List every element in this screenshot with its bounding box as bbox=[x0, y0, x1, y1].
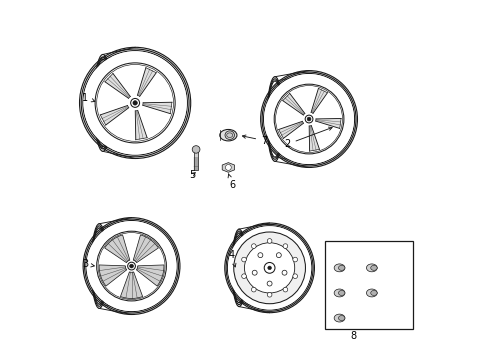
Ellipse shape bbox=[338, 316, 344, 320]
Ellipse shape bbox=[251, 287, 256, 292]
Ellipse shape bbox=[224, 131, 234, 139]
Ellipse shape bbox=[192, 146, 200, 153]
Polygon shape bbox=[136, 265, 163, 286]
Polygon shape bbox=[133, 235, 158, 262]
Ellipse shape bbox=[264, 74, 353, 164]
Text: 7: 7 bbox=[242, 135, 267, 145]
Ellipse shape bbox=[333, 264, 344, 272]
Ellipse shape bbox=[267, 292, 271, 297]
Ellipse shape bbox=[283, 244, 287, 248]
Text: 5: 5 bbox=[189, 170, 195, 180]
Circle shape bbox=[127, 262, 135, 270]
Ellipse shape bbox=[333, 289, 344, 297]
Circle shape bbox=[133, 101, 137, 105]
Ellipse shape bbox=[241, 274, 246, 279]
Polygon shape bbox=[100, 105, 128, 125]
Circle shape bbox=[267, 266, 271, 270]
Circle shape bbox=[129, 264, 133, 268]
Ellipse shape bbox=[338, 265, 344, 270]
Ellipse shape bbox=[276, 253, 281, 258]
Text: 3: 3 bbox=[81, 259, 94, 269]
Polygon shape bbox=[315, 118, 341, 129]
Ellipse shape bbox=[241, 257, 246, 262]
Polygon shape bbox=[310, 88, 327, 113]
Ellipse shape bbox=[338, 291, 344, 296]
Polygon shape bbox=[104, 235, 129, 262]
Ellipse shape bbox=[366, 289, 376, 297]
Ellipse shape bbox=[266, 281, 271, 286]
Text: 4: 4 bbox=[228, 250, 236, 267]
Circle shape bbox=[265, 264, 273, 271]
Polygon shape bbox=[142, 102, 172, 114]
Circle shape bbox=[306, 117, 310, 121]
Ellipse shape bbox=[257, 253, 263, 258]
Polygon shape bbox=[137, 68, 156, 96]
Polygon shape bbox=[308, 126, 319, 151]
Bar bbox=[194, 150, 198, 170]
Circle shape bbox=[233, 232, 305, 304]
Polygon shape bbox=[99, 265, 126, 286]
Ellipse shape bbox=[292, 257, 297, 262]
Ellipse shape bbox=[283, 287, 287, 292]
Ellipse shape bbox=[227, 226, 311, 310]
Circle shape bbox=[264, 262, 274, 273]
Bar bbox=[325, 241, 412, 329]
Text: 8: 8 bbox=[350, 331, 356, 341]
Polygon shape bbox=[282, 94, 304, 115]
Ellipse shape bbox=[267, 239, 271, 243]
Circle shape bbox=[225, 165, 231, 170]
Ellipse shape bbox=[282, 270, 286, 275]
Polygon shape bbox=[278, 121, 303, 138]
Ellipse shape bbox=[83, 51, 186, 154]
Polygon shape bbox=[120, 272, 142, 298]
Ellipse shape bbox=[370, 291, 376, 296]
Ellipse shape bbox=[333, 314, 344, 322]
Ellipse shape bbox=[86, 221, 176, 311]
Text: 1: 1 bbox=[81, 93, 95, 103]
Ellipse shape bbox=[366, 264, 376, 272]
Circle shape bbox=[244, 243, 294, 293]
Circle shape bbox=[305, 115, 312, 123]
Ellipse shape bbox=[251, 244, 256, 248]
Circle shape bbox=[130, 98, 139, 107]
Ellipse shape bbox=[370, 265, 376, 270]
Text: 6: 6 bbox=[227, 174, 235, 190]
Ellipse shape bbox=[292, 274, 297, 279]
Polygon shape bbox=[135, 111, 147, 140]
Text: 2: 2 bbox=[284, 127, 331, 149]
Polygon shape bbox=[105, 73, 130, 98]
Ellipse shape bbox=[219, 130, 237, 141]
Ellipse shape bbox=[252, 270, 257, 275]
Polygon shape bbox=[222, 163, 234, 172]
